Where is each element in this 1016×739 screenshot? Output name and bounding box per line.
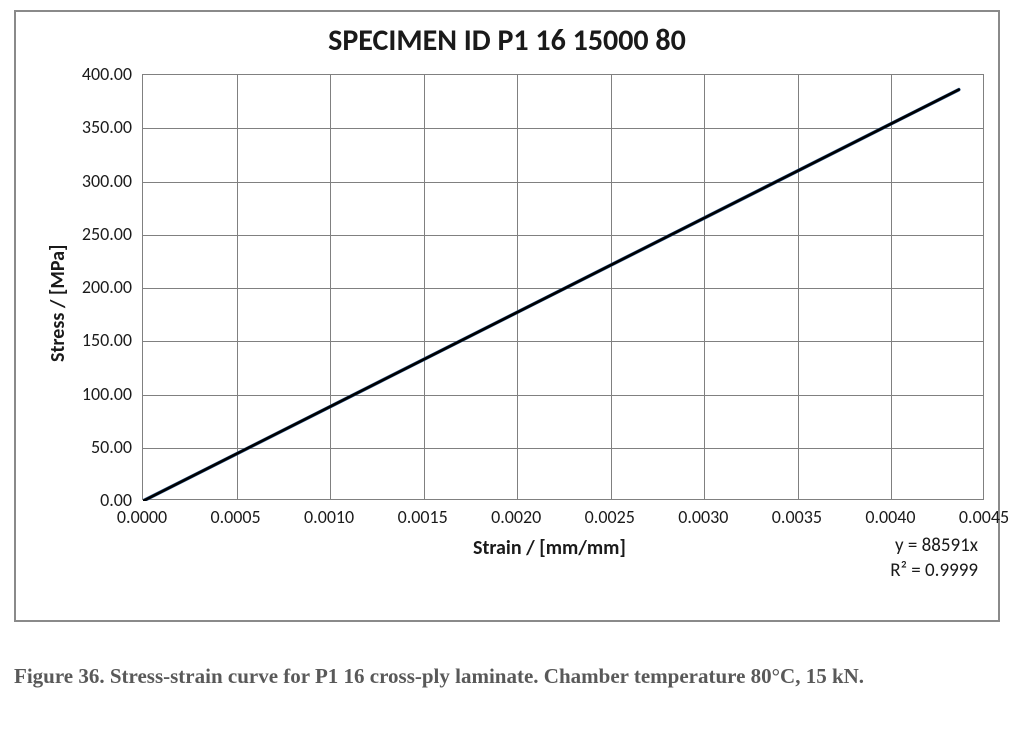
x-tick-label: 0.0025 [585, 506, 635, 528]
x-tick-label: 0.0020 [491, 506, 541, 528]
x-tick-label: 0.0035 [772, 506, 822, 528]
series-svg [143, 75, 985, 501]
x-tick-label: 0.0015 [398, 506, 448, 528]
y-tick-label: 400.00 [72, 63, 132, 85]
y-tick-label: 350.00 [72, 116, 132, 138]
x-tick-label: 0.0040 [865, 506, 915, 528]
x-tick-label: 0.0045 [959, 506, 1009, 528]
series-trend [143, 90, 959, 501]
x-tick-label: 0.0005 [210, 506, 260, 528]
regression-eq: y = 88591x [890, 534, 978, 559]
chart-frame: SPECIMEN ID P1 16 15000 80 Stress / [MPa… [14, 10, 1000, 622]
plot-area [142, 74, 984, 500]
x-tick-label: 0.0010 [304, 506, 354, 528]
chart-title: SPECIMEN ID P1 16 15000 80 [16, 22, 998, 59]
regression-text: y = 88591x R² = 0.9999 [890, 534, 978, 583]
y-tick-label: 150.00 [72, 329, 132, 351]
y-tick-label: 0.00 [72, 489, 132, 511]
y-tick-label: 250.00 [72, 223, 132, 245]
y-tick-label: 300.00 [72, 170, 132, 192]
y-tick-label: 200.00 [72, 276, 132, 298]
x-axis-label: Strain / [mm/mm] [473, 536, 626, 560]
y-tick-label: 50.00 [72, 436, 132, 458]
regression-r2: R² = 0.9999 [890, 559, 978, 584]
figure-caption: Figure 36. Stress-strain curve for P1 16… [14, 662, 1000, 690]
y-axis-label: Stress / [MPa] [46, 244, 70, 362]
x-tick-label: 0.0030 [678, 506, 728, 528]
y-tick-label: 100.00 [72, 383, 132, 405]
